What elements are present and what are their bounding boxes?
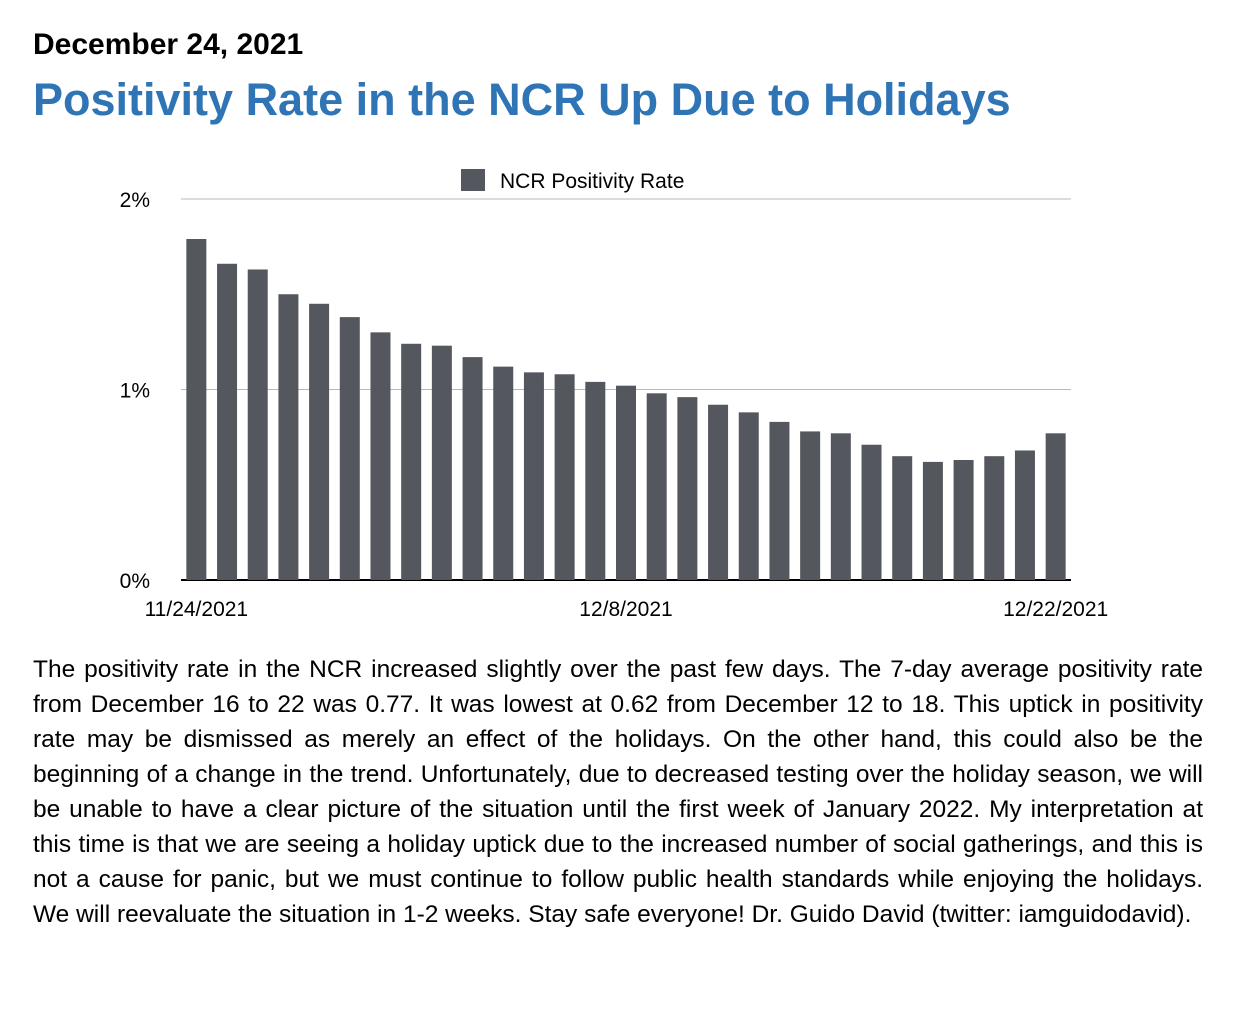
- bar: [738, 412, 759, 580]
- x-tick-label: 11/24/2021: [145, 598, 249, 621]
- bar: [646, 393, 667, 580]
- page-title: Positivity Rate in the NCR Up Due to Hol…: [33, 74, 1011, 125]
- bar: [677, 397, 698, 580]
- bar: [309, 303, 330, 580]
- bar: [861, 444, 882, 580]
- bar: [278, 294, 299, 580]
- bar: [708, 404, 729, 580]
- bar: [984, 456, 1005, 580]
- y-tick-label: 0%: [120, 570, 150, 593]
- bar: [401, 343, 422, 580]
- legend-swatch: [461, 169, 485, 191]
- x-tick-label: 12/8/2021: [579, 598, 672, 621]
- bar: [186, 239, 207, 580]
- bar: [1014, 450, 1035, 580]
- bar: [585, 381, 606, 580]
- bar: [523, 372, 544, 580]
- commentary-paragraph: The positivity rate in the NCR increased…: [33, 656, 1203, 928]
- bar: [800, 431, 821, 580]
- bar: [769, 421, 790, 580]
- legend-label: NCR Positivity Rate: [500, 170, 684, 193]
- bar: [217, 263, 238, 580]
- y-tick-label: 1%: [120, 380, 150, 403]
- bar: [462, 357, 483, 580]
- bar: [1045, 433, 1066, 580]
- report-date: December 24, 2021: [33, 28, 304, 61]
- bar: [339, 317, 360, 580]
- bar: [370, 332, 391, 580]
- positivity-rate-chart: 0% 1% 2% 11/24/2021 12/8/2021 12/22/2021 NCR …: [120, 169, 1108, 621]
- bar: [892, 456, 913, 580]
- bar: [616, 385, 636, 580]
- bar: [830, 433, 851, 580]
- legend: NCR Positivity Rate: [461, 169, 684, 193]
- bar: [431, 345, 452, 580]
- y-tick-label: 2%: [120, 189, 150, 212]
- bar: [247, 269, 268, 580]
- bar: [953, 459, 974, 580]
- bar: [493, 366, 514, 580]
- bar: [922, 461, 943, 580]
- x-tick-label: 12/22/2021: [1003, 598, 1108, 621]
- bar: [554, 374, 575, 580]
